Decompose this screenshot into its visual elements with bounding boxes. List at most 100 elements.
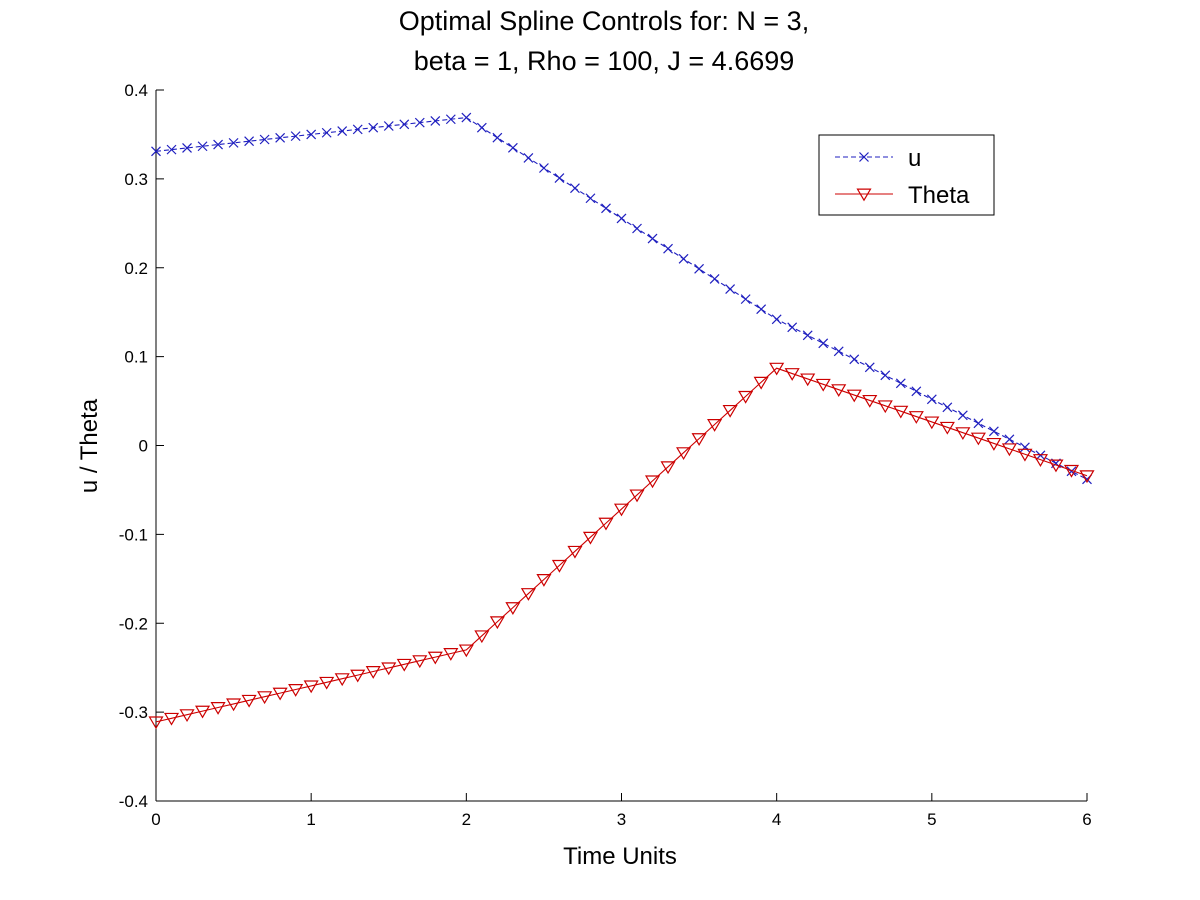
data-point-theta xyxy=(1032,454,1048,467)
data-point-u xyxy=(337,126,348,136)
x-tick-label: 0 xyxy=(151,810,160,829)
x-tick-label: 1 xyxy=(306,810,315,829)
data-point-theta xyxy=(862,394,878,408)
y-ticks: -0.4 -0.3 -0.2 -0.1 0 0.1 0.2 0.3 0.4 xyxy=(119,81,164,811)
data-point-u xyxy=(864,362,875,373)
data-point-theta xyxy=(1063,464,1080,478)
data-point-theta xyxy=(660,461,676,475)
data-point-u xyxy=(802,330,813,341)
data-point-theta xyxy=(319,676,335,690)
x-tick-label: 4 xyxy=(772,810,781,829)
data-point-theta xyxy=(707,419,723,432)
y-tick-label: 0.3 xyxy=(124,170,148,189)
data-point-u xyxy=(151,146,161,157)
y-tick-label: -0.4 xyxy=(119,792,148,811)
data-point-theta xyxy=(226,698,242,712)
data-point-theta xyxy=(1048,459,1064,473)
data-point-u xyxy=(476,122,487,133)
data-point-u xyxy=(399,119,410,130)
legend-item-theta: Theta xyxy=(835,182,970,209)
y-axis-label: u / Theta xyxy=(76,398,103,493)
data-point-theta xyxy=(753,376,769,390)
data-point-theta xyxy=(924,416,940,430)
data-point-u xyxy=(942,402,953,413)
data-point-u xyxy=(678,253,689,264)
series-u xyxy=(151,112,1092,485)
data-point-u xyxy=(616,213,627,224)
data-point-u xyxy=(1066,466,1077,477)
data-point-theta xyxy=(505,602,521,616)
data-point-theta xyxy=(846,389,862,403)
data-point-theta xyxy=(784,368,800,381)
data-point-theta xyxy=(427,651,443,665)
data-point-theta xyxy=(567,545,583,559)
data-point-theta xyxy=(939,421,955,435)
data-point-theta xyxy=(241,694,257,708)
x-axis-label: Time Units xyxy=(563,843,677,870)
data-point-u xyxy=(570,183,580,194)
data-point-u xyxy=(694,263,705,274)
data-point-u xyxy=(306,129,317,140)
data-point-theta xyxy=(288,684,304,697)
data-point-theta xyxy=(195,705,211,719)
data-point-u xyxy=(414,117,425,128)
data-point-theta xyxy=(536,574,552,587)
data-point-theta xyxy=(722,404,738,418)
data-point-u xyxy=(647,233,658,244)
data-point-theta xyxy=(303,680,319,694)
data-point-u xyxy=(538,163,549,173)
data-point-theta xyxy=(551,559,567,573)
data-point-u xyxy=(352,124,363,135)
data-point-theta xyxy=(970,432,986,446)
x-tick-label: 5 xyxy=(927,810,936,829)
data-point-u xyxy=(911,386,922,397)
data-point-u xyxy=(197,141,208,152)
data-point-u xyxy=(445,114,456,125)
data-point-theta xyxy=(738,390,754,404)
data-point-theta xyxy=(458,644,474,658)
data-point-u xyxy=(926,394,937,405)
legend-item-u: u xyxy=(835,145,921,172)
data-point-u xyxy=(213,139,223,150)
series-line-theta xyxy=(155,367,1088,723)
data-point-theta xyxy=(815,378,831,392)
legend-marker xyxy=(856,188,872,202)
data-point-theta xyxy=(831,384,847,398)
data-point-u xyxy=(740,294,751,305)
data-point-theta xyxy=(396,658,412,672)
data-point-theta xyxy=(582,531,599,545)
data-point-theta xyxy=(489,616,505,630)
data-point-theta xyxy=(520,588,536,601)
data-point-u xyxy=(554,173,565,183)
data-point-theta xyxy=(257,691,273,705)
x-tick-label: 3 xyxy=(617,810,626,829)
series-layer xyxy=(148,112,1095,730)
data-point-theta xyxy=(598,517,614,531)
y-tick-label: 0.4 xyxy=(124,81,148,100)
data-point-u xyxy=(585,193,596,204)
data-point-u xyxy=(507,142,518,153)
data-point-u xyxy=(1004,434,1015,445)
data-point-u xyxy=(957,410,968,421)
legend-label: u xyxy=(908,145,921,172)
data-point-u xyxy=(973,418,984,429)
data-point-theta xyxy=(800,373,816,387)
data-point-u xyxy=(383,121,394,131)
data-point-u xyxy=(988,426,999,437)
data-point-u xyxy=(833,346,844,357)
y-tick-label: -0.2 xyxy=(119,614,148,633)
data-point-theta xyxy=(412,655,428,669)
data-point-theta xyxy=(613,503,630,517)
data-point-u xyxy=(461,112,472,123)
chart-title-line-2: beta = 1, Rho = 100, J = 4.6699 xyxy=(414,46,795,76)
data-point-theta xyxy=(210,702,226,715)
data-point-u xyxy=(228,137,239,148)
data-point-u xyxy=(275,132,286,143)
data-point-u xyxy=(244,136,255,147)
data-point-u xyxy=(849,354,860,365)
data-point-theta xyxy=(350,669,366,683)
y-tick-label: -0.3 xyxy=(119,703,148,722)
data-point-u xyxy=(818,338,829,349)
data-point-u xyxy=(787,322,798,333)
y-tick-label: 0.2 xyxy=(124,259,148,278)
